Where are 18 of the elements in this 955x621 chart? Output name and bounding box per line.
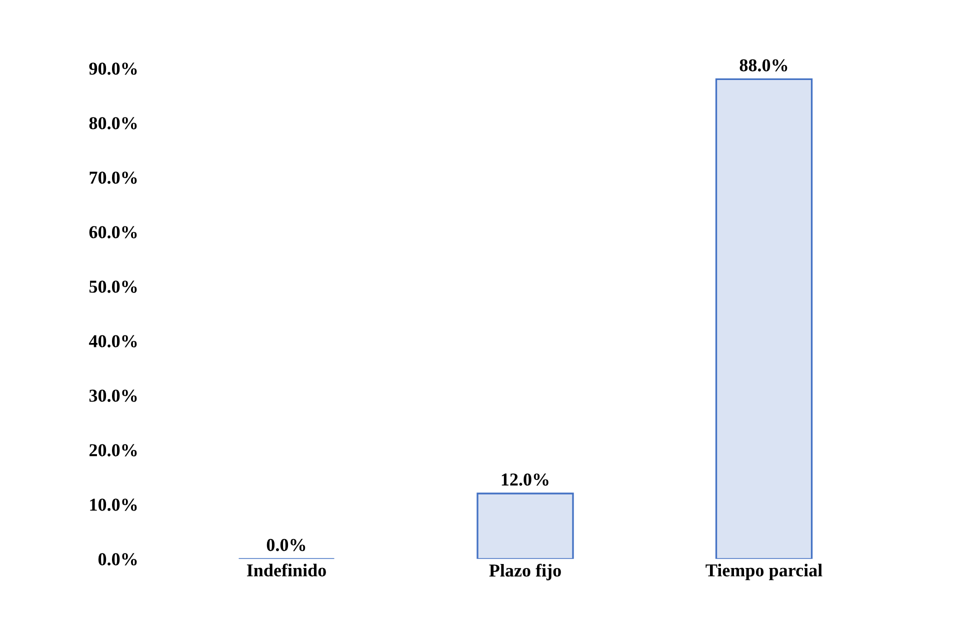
x-tick-label: Plazo fijo <box>489 564 561 580</box>
data-label: 0.0% <box>266 538 306 552</box>
y-tick-label: 70.0% <box>90 172 137 184</box>
data-label: 12.0% <box>502 473 548 486</box>
y-tick-label: 90.0% <box>89 62 137 75</box>
bar <box>715 78 813 559</box>
y-tick-label: 20.0% <box>89 444 137 456</box>
y-tick-label: 50.0% <box>89 280 137 293</box>
x-tick-label: Tiempo parcial <box>706 564 822 580</box>
y-tick-label: 10.0% <box>90 498 137 511</box>
bar <box>476 492 574 559</box>
y-tick-label: 30.0% <box>89 390 137 402</box>
x-tick-label: Indefinido <box>246 564 326 576</box>
y-tick-label: 40.0% <box>88 335 137 348</box>
y-tick-label: 60.0% <box>89 226 137 238</box>
y-tick-label: 80.0% <box>89 117 137 130</box>
y-tick-label: 0.0% <box>98 553 137 566</box>
data-label: 88.0% <box>740 59 788 72</box>
